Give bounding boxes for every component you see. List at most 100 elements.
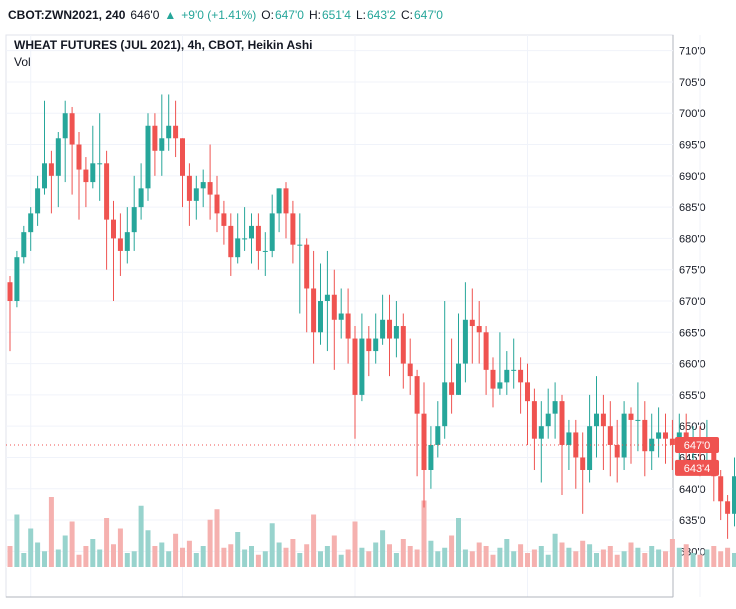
candle-body: [607, 426, 613, 445]
open-label: O:: [261, 8, 274, 22]
close-label: C:: [400, 8, 413, 22]
candle-body: [324, 294, 330, 301]
volume-bar: [311, 514, 317, 567]
candle-body: [497, 382, 503, 389]
volume-bar: [483, 546, 489, 567]
candle-body: [531, 401, 537, 439]
volume-bar: [663, 551, 668, 567]
volume-bar: [607, 546, 613, 567]
candle-body: [359, 338, 365, 395]
volume-bar: [476, 542, 482, 567]
candle-body: [331, 294, 337, 320]
volume-bar: [656, 549, 662, 567]
volume-bar: [173, 533, 179, 567]
y-tick-label: 670'0: [679, 296, 706, 308]
candle-body: [207, 182, 213, 195]
candle-body: [242, 238, 248, 240]
volume-bar: [35, 542, 41, 567]
candle-body: [117, 238, 123, 251]
candle-body: [83, 169, 89, 183]
volume-bar: [359, 547, 365, 567]
volume-bar: [387, 544, 392, 567]
candle-body: [400, 326, 406, 364]
volume-bar: [152, 546, 158, 567]
candle-body: [124, 232, 130, 251]
y-tick-label: 675'0: [679, 265, 706, 277]
volume-bar: [600, 549, 606, 567]
volume-bar: [725, 547, 731, 567]
volume-bar: [435, 551, 441, 567]
y-tick-label: 640'0: [679, 484, 706, 496]
volume-bar: [28, 528, 34, 567]
candle-body: [304, 244, 310, 289]
volume-bar: [373, 542, 379, 567]
volume-bar: [566, 547, 572, 567]
volume-bar: [490, 554, 496, 567]
candle-body: [21, 232, 27, 258]
volume-bar: [290, 539, 296, 567]
y-tick-label: 655'0: [679, 390, 706, 402]
volume-bar: [456, 518, 461, 567]
volume-bar: [283, 547, 289, 567]
volume-bar: [304, 544, 310, 567]
candle-body: [718, 476, 724, 502]
candle-body: [104, 163, 110, 220]
candle-body: [35, 188, 41, 214]
candle-body: [159, 138, 165, 151]
volume-bar: [42, 551, 47, 567]
candle-body: [649, 438, 655, 452]
candle-body: [621, 413, 627, 458]
candle-body: [525, 382, 530, 402]
volume-bar: [614, 554, 620, 567]
candle-body: [483, 332, 489, 370]
y-tick-label: 705'0: [679, 77, 706, 89]
secondary-price-badge: [675, 459, 719, 476]
candle-body: [511, 369, 517, 371]
volume-bar: [414, 549, 420, 567]
volume-bar: [14, 514, 20, 567]
candle-body: [62, 113, 68, 139]
volume-bar: [732, 553, 736, 567]
volume-bar: [318, 551, 323, 567]
volume-bar: [718, 551, 724, 567]
y-tick-label: 660'0: [679, 359, 706, 371]
y-tick-label: 700'0: [679, 108, 706, 120]
candle-body: [55, 138, 61, 176]
volume-bar: [380, 530, 386, 567]
volume-bar: [159, 542, 165, 567]
candle-body: [318, 301, 323, 333]
candle-body: [669, 438, 675, 445]
price-chart[interactable]: 710'0 705'0 700'0 695'0 690'0 685'0 680'0 675'0…: [0, 30, 736, 609]
y-tick-label: 685'0: [679, 202, 706, 214]
candle-body: [221, 213, 227, 226]
volume-bar: [111, 544, 116, 567]
volume-bar: [90, 539, 96, 567]
candle-body: [7, 282, 13, 301]
candle-body: [366, 338, 372, 352]
candle-body: [193, 188, 199, 201]
last-price: 646'0: [130, 8, 160, 22]
change-arrow-icon: ▲: [164, 8, 177, 22]
volume-bar: [124, 553, 130, 567]
volume-bar: [690, 553, 696, 567]
candle-body: [393, 326, 399, 339]
volume-bar: [186, 540, 192, 567]
candle-body: [435, 426, 441, 445]
candle-body: [166, 125, 172, 139]
candle-body: [456, 363, 461, 395]
legend-bar: CBOT:ZWN2021, 240 646'0 ▲ +9'0 (+1.41%) …: [0, 0, 736, 30]
volume-bar: [21, 553, 27, 567]
volume-bar: [193, 553, 199, 567]
high-value: 651'4: [321, 8, 351, 22]
volume-bar: [697, 554, 703, 567]
candle-body: [290, 213, 296, 245]
volume-bar: [449, 535, 455, 567]
volume-bar: [573, 551, 579, 567]
volume-bar: [642, 553, 648, 567]
candle-body: [421, 413, 427, 470]
y-tick-label: 710'0: [679, 46, 706, 58]
candle-body: [552, 401, 558, 414]
chart-area[interactable]: 710'0 705'0 700'0 695'0 690'0 685'0 680'0 675'0…: [0, 30, 736, 609]
volume-bar: [331, 535, 337, 567]
symbol-label[interactable]: CBOT:ZWN2021, 240: [8, 8, 126, 22]
